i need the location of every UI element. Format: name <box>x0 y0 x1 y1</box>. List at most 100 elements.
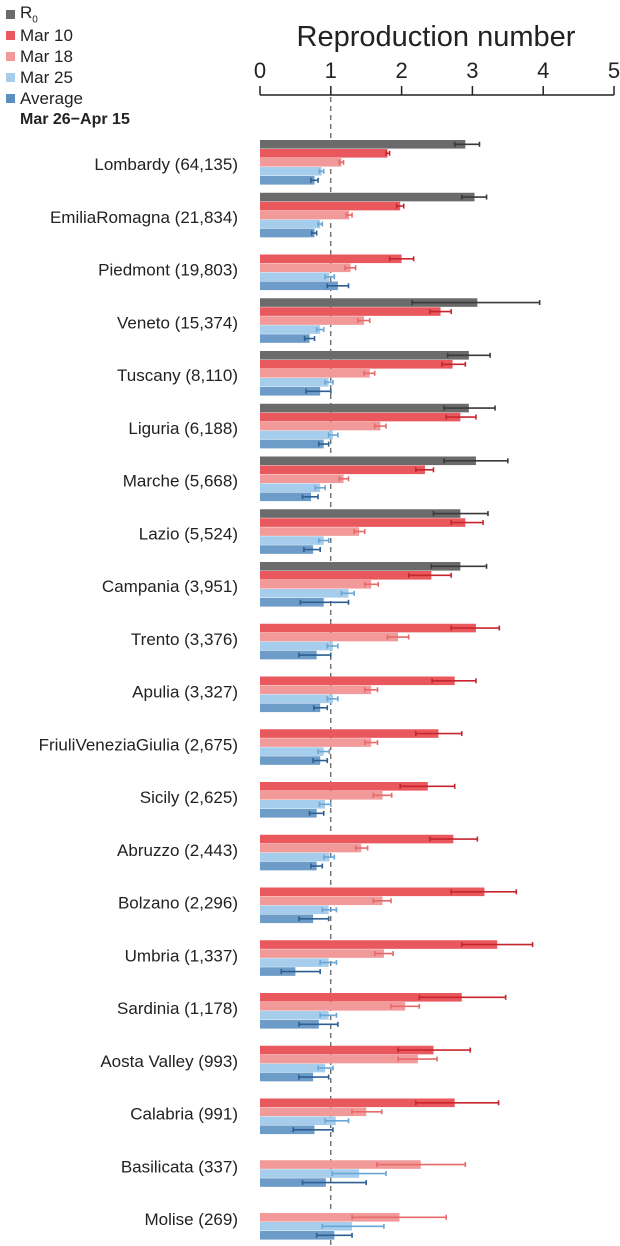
bar-r0 <box>260 192 475 202</box>
bar-r0 <box>260 403 469 413</box>
region-label: Apulia (3,327) <box>132 683 238 702</box>
bar-mar25 <box>260 641 333 651</box>
bar-average <box>260 387 321 396</box>
bar-mar18 <box>260 474 344 484</box>
bar-mar18 <box>260 632 399 642</box>
bar-mar25 <box>260 1011 329 1020</box>
legend-swatch <box>6 31 15 40</box>
bar-average <box>260 228 315 238</box>
bar-mar18 <box>260 1213 400 1222</box>
region-bar-group <box>260 782 456 818</box>
region-bar-group <box>260 940 534 976</box>
region-bar-group <box>260 676 477 713</box>
region-bar-group <box>260 254 415 291</box>
bar-mar25 <box>260 325 321 334</box>
bar-mar18 <box>260 580 372 589</box>
legend-item: R0 <box>6 3 130 26</box>
bar-mar18 <box>260 421 381 431</box>
bar-average <box>260 176 315 185</box>
bar-mar18 <box>260 949 384 958</box>
x-axis-title: Reproduction number <box>297 21 576 53</box>
region-bar-group <box>260 140 481 185</box>
legend-label: R0 <box>20 3 38 26</box>
bar-mar18 <box>260 210 350 220</box>
bar-mar10 <box>260 623 476 633</box>
bar-mar25 <box>260 378 329 387</box>
legend-swatch <box>6 94 15 103</box>
x-tick-label: 2 <box>395 58 407 83</box>
legend-item: Mar 10 <box>6 25 130 46</box>
region-label: Liguria (6,188) <box>128 419 238 438</box>
bar-average <box>260 650 317 660</box>
region-bar-group <box>260 834 479 871</box>
region-bar-group <box>260 1045 472 1082</box>
bar-mar25 <box>260 272 330 282</box>
bar-mar10 <box>260 412 461 422</box>
bar-mar18 <box>260 896 383 906</box>
bar-mar10 <box>260 834 454 844</box>
region-label: Lazio (5,524) <box>139 524 238 543</box>
region-label: Sicily (2,625) <box>140 788 238 807</box>
legend: R0 Mar 10 Mar 18 Mar 25 Average Mar 26−Apr 15 <box>6 3 130 131</box>
bar-mar18 <box>260 1107 367 1117</box>
legend-label: Mar 18 <box>20 46 73 66</box>
bar-mar25 <box>260 589 349 598</box>
region-label: Campania (3,951) <box>102 577 238 596</box>
bar-average <box>260 545 314 554</box>
x-tick-label: 0 <box>254 58 266 83</box>
bar-mar10 <box>260 887 485 897</box>
region-label: Basilicata (337) <box>121 1157 238 1176</box>
bar-mar10 <box>260 782 428 791</box>
bar-mar25 <box>260 1116 336 1126</box>
bar-mar18 <box>260 316 365 325</box>
bar-mar25 <box>260 430 333 440</box>
bar-mar25 <box>260 1063 326 1073</box>
bar-r0 <box>260 351 469 360</box>
region-label: FriuliVeneziaGiulia (2,675) <box>39 735 238 754</box>
region-label: Tuscany (8,110) <box>117 366 238 385</box>
legend-swatch <box>6 10 15 19</box>
bar-mar10 <box>260 1098 455 1108</box>
bar-mar18 <box>260 1160 421 1169</box>
legend-label: Mar 25 <box>20 67 73 87</box>
bar-mar25 <box>260 747 324 756</box>
region-label: Calabria (991) <box>130 1105 238 1124</box>
bar-r0 <box>260 140 466 149</box>
bar-mar18 <box>260 263 351 273</box>
region-label: Abruzzo (2,443) <box>117 841 238 860</box>
legend-label: Average <box>20 88 84 108</box>
bar-average <box>260 1020 319 1029</box>
bar-average <box>260 439 324 449</box>
x-tick-label: 1 <box>325 58 337 83</box>
bar-mar18 <box>260 738 372 747</box>
bar-mar25 <box>260 483 321 493</box>
region-bar-group <box>260 509 489 554</box>
bar-mar25 <box>260 958 329 967</box>
bar-average <box>260 809 317 818</box>
region-bar-group <box>260 1098 500 1135</box>
bar-mar18 <box>260 527 360 536</box>
region-bar-group <box>260 1213 448 1240</box>
bar-average <box>260 492 311 502</box>
region-bar-group <box>260 456 509 502</box>
legend-average-period: Mar 26−Apr 15 <box>20 111 130 128</box>
bar-mar18 <box>260 369 370 378</box>
bar-mar25 <box>260 536 324 545</box>
legend-label: Mar 10 <box>20 25 73 45</box>
bar-mar10 <box>260 571 432 580</box>
bar-mar10 <box>260 307 441 316</box>
bar-mar25 <box>260 694 333 704</box>
bar-mar10 <box>260 1045 434 1055</box>
bar-average <box>260 334 310 343</box>
bar-mar10 <box>260 676 455 686</box>
bar-mar10 <box>260 149 388 158</box>
bar-mar18 <box>260 843 362 853</box>
bar-average <box>260 703 321 713</box>
bar-mar25 <box>260 852 330 862</box>
bar-average <box>260 281 338 291</box>
region-bar-group <box>260 351 491 396</box>
bar-mar10 <box>260 465 425 475</box>
region-label: EmiliaRomagna (21,834) <box>50 208 238 227</box>
bar-average <box>260 598 324 607</box>
region-label: Bolzano (2,296) <box>118 894 238 913</box>
